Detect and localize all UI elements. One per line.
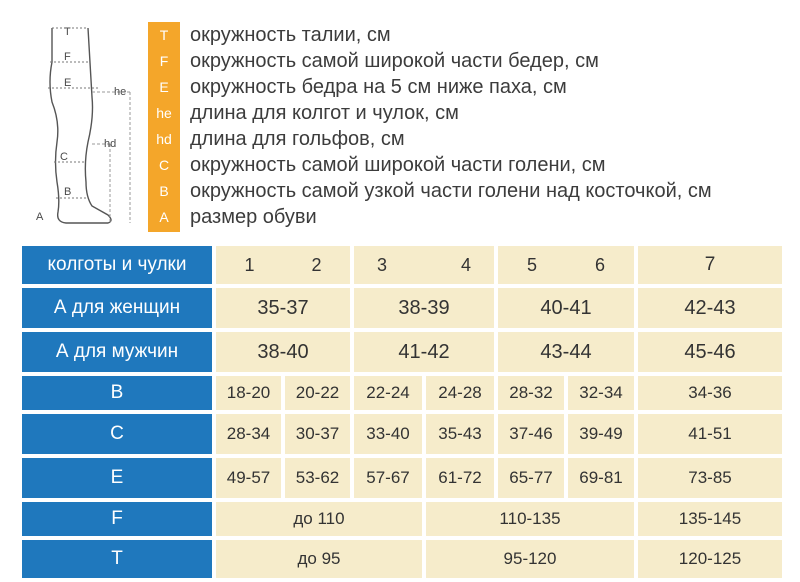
size-number: 1 xyxy=(244,254,255,275)
leg-measurement-diagram: T F E he hd C B A xyxy=(30,22,140,232)
table-cell: 38-39 xyxy=(354,288,494,328)
table-cell: 41-42 xyxy=(354,332,494,372)
table-cell: 45-46 xyxy=(638,332,782,372)
legend-code: A xyxy=(159,209,169,225)
header-label: колготы и чулки xyxy=(22,246,212,284)
table-cell: 40-41 xyxy=(498,288,634,328)
legend-code: he xyxy=(156,105,172,121)
table-cell: 28-34 xyxy=(216,414,281,454)
table-cell: 65-77 xyxy=(498,458,564,498)
fig-label-c: C xyxy=(60,151,68,163)
table-cell: 34-36 xyxy=(638,376,782,410)
legend-description: окружность самой узкой части голени над … xyxy=(190,180,712,202)
fig-label-t: T xyxy=(64,26,71,38)
fig-label-e: E xyxy=(64,77,71,89)
table-cell: 43-44 xyxy=(498,332,634,372)
table-cell: 22-24 xyxy=(354,376,422,410)
legend-code: B xyxy=(159,183,169,199)
table-cell: 57-67 xyxy=(354,458,422,498)
fig-label-he: he xyxy=(114,86,126,98)
size-number: 7 xyxy=(638,246,782,284)
size-number: 5 xyxy=(526,254,537,275)
table-cell: 69-81 xyxy=(568,458,634,498)
size-group-5-6: 5 6 xyxy=(498,246,634,284)
legend-description: окружность самой широкой части бедер, см xyxy=(190,50,599,72)
row-label-c: C xyxy=(22,414,212,454)
table-cell: 30-37 xyxy=(285,414,350,454)
legend-code: C xyxy=(158,157,170,173)
table-cell: 95-120 xyxy=(426,540,634,578)
legend-description: окружность самой широкой части голени, с… xyxy=(190,154,606,176)
table-cell: 33-40 xyxy=(354,414,422,454)
legend-code-column: T F E he hd C B A xyxy=(148,22,180,232)
legend-description: размер обуви xyxy=(190,206,317,228)
row-label-f: F xyxy=(22,502,212,536)
legend-code: hd xyxy=(156,131,172,147)
fig-label-a: A xyxy=(36,211,44,223)
table-cell: 73-85 xyxy=(638,458,782,498)
legend-code: T xyxy=(159,27,169,43)
table-cell: 110-135 xyxy=(426,502,634,536)
size-group-1-2: 1 2 xyxy=(216,246,350,284)
fig-label-b: B xyxy=(64,186,71,198)
table-cell: 53-62 xyxy=(285,458,350,498)
size-group-3-4: 3 4 xyxy=(354,246,494,284)
table-cell: 38-40 xyxy=(216,332,350,372)
legend-description: длина для гольфов, см xyxy=(190,128,405,150)
table-cell: до 110 xyxy=(216,502,422,536)
size-number: 6 xyxy=(594,254,605,275)
table-cell: 35-37 xyxy=(216,288,350,328)
table-cell: 20-22 xyxy=(285,376,350,410)
table-cell: 61-72 xyxy=(426,458,494,498)
fig-label-f: F xyxy=(64,51,71,63)
table-cell: 32-34 xyxy=(568,376,634,410)
table-cell: 35-43 xyxy=(426,414,494,454)
size-number: 4 xyxy=(460,254,471,275)
table-cell: 28-32 xyxy=(498,376,564,410)
legend-description: длина для колгот и чулок, см xyxy=(190,102,459,124)
legend-description: окружность талии, см xyxy=(190,24,391,46)
table-cell: 18-20 xyxy=(216,376,281,410)
table-cell: 24-28 xyxy=(426,376,494,410)
row-label-t: T xyxy=(22,540,212,578)
legend-description: окружность бедра на 5 см ниже паха, см xyxy=(190,76,567,98)
row-label-b: B xyxy=(22,376,212,410)
row-label-a-men: А для мужчин xyxy=(22,332,212,372)
table-cell: 39-49 xyxy=(568,414,634,454)
row-label-e: E xyxy=(22,458,212,498)
size-number: 2 xyxy=(311,254,322,275)
fig-label-hd: hd xyxy=(104,138,116,150)
leg-outline-illustration: T F E he hd C B A xyxy=(36,26,131,224)
table-cell: 120-125 xyxy=(638,540,782,578)
table-cell: 41-51 xyxy=(638,414,782,454)
legend-code: E xyxy=(159,79,169,95)
table-cell: 37-46 xyxy=(498,414,564,454)
size-number: 3 xyxy=(376,254,387,275)
table-cell: 42-43 xyxy=(638,288,782,328)
table-cell: 135-145 xyxy=(638,502,782,536)
table-cell: до 95 xyxy=(216,540,422,578)
legend-code: F xyxy=(159,53,169,69)
row-label-a-women: А для женщин xyxy=(22,288,212,328)
table-cell: 49-57 xyxy=(216,458,281,498)
